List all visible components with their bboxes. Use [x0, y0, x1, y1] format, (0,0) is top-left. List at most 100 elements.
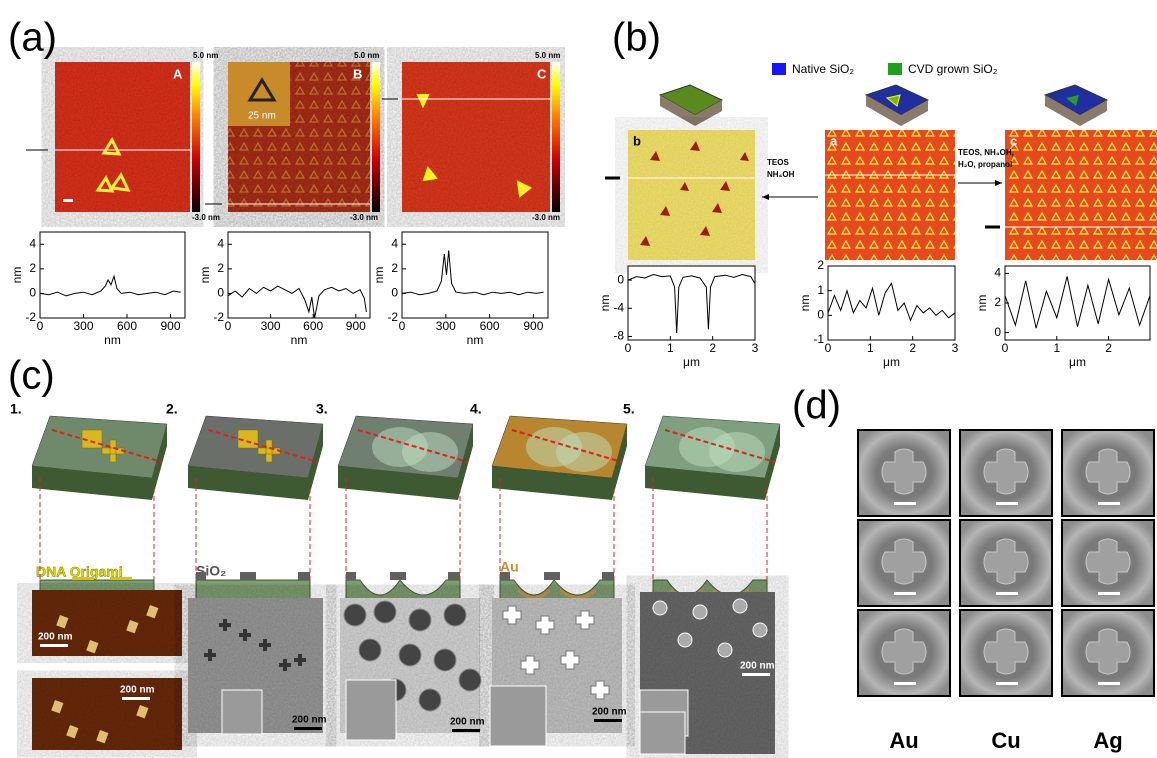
pit — [692, 604, 708, 620]
y-axis-label: nm — [975, 295, 989, 312]
pit — [752, 622, 768, 638]
x-tick-label: 0 — [625, 341, 632, 355]
scale-bar — [742, 673, 770, 676]
inset-triangle — [247, 77, 277, 102]
y-tick-label: 0 — [217, 286, 224, 300]
afm-texture — [628, 130, 755, 260]
y-tick-label: 4 — [994, 266, 1001, 280]
substrate-side — [492, 424, 627, 500]
image-letter: B — [353, 66, 362, 81]
x-axis-label: nm — [291, 333, 308, 347]
sem-particle — [983, 628, 1029, 675]
panel-c: (c) DNA Origami Si SiO₂ Si Au 1.2.3.4.5.… — [8, 354, 781, 755]
y-tick-label: 2 — [391, 261, 398, 275]
step-label: 2. — [166, 401, 178, 417]
sem-particle — [1085, 538, 1131, 585]
pit — [732, 598, 748, 614]
arrow-head — [995, 180, 1002, 186]
y-tick-label: 0 — [391, 286, 398, 300]
cross-pit — [520, 655, 540, 675]
colorbar — [372, 62, 380, 212]
image-letter: b — [633, 133, 641, 148]
colorbar — [192, 62, 200, 212]
x-axis-label: nm — [467, 333, 484, 347]
scale-bar — [40, 644, 68, 647]
x-axis-label: μm — [683, 355, 700, 369]
pit — [408, 608, 432, 632]
step-label: 5. — [623, 401, 635, 417]
profile-line — [39, 274, 181, 297]
cross-pit — [560, 650, 580, 670]
y-tick-label: 2 — [29, 261, 36, 275]
pit — [373, 600, 397, 624]
cross-particle — [279, 659, 291, 671]
scale-bar — [996, 682, 1018, 685]
column-label: Cu — [991, 728, 1020, 753]
x-axis-label: μm — [883, 355, 900, 369]
pit — [652, 600, 668, 616]
origami-particle — [146, 605, 159, 619]
cut-line — [511, 429, 623, 463]
cross-pit — [502, 605, 522, 625]
substrate-side — [645, 424, 780, 500]
etch-pit — [556, 432, 612, 472]
y-axis-label: nm — [372, 267, 386, 284]
scale-bar — [1098, 592, 1120, 595]
scale-bar — [122, 697, 150, 700]
cross-pit — [575, 610, 595, 630]
oxide-section — [500, 572, 614, 580]
sem-particle — [881, 538, 927, 585]
y-tick-label: 2 — [217, 261, 224, 275]
afm-texture — [55, 62, 190, 212]
image-letter: c — [1010, 133, 1017, 148]
x-tick-label: 1 — [867, 341, 874, 355]
colorbar-max: 5.0 nm — [535, 51, 560, 60]
y-tick-label: -2 — [25, 310, 36, 324]
pit — [677, 632, 693, 648]
scale-bar — [294, 727, 322, 730]
x-tick-label: 2 — [1105, 341, 1112, 355]
colorbar-max: 5.0 nm — [354, 51, 379, 60]
inset-image — [489, 685, 547, 747]
x-tick-label: 0 — [1002, 341, 1009, 355]
origami-particle — [126, 620, 139, 634]
pit — [458, 668, 482, 692]
schematic — [1045, 95, 1107, 126]
sem-particle — [983, 538, 1029, 585]
scale-label: 200 nm — [120, 685, 155, 696]
origami-particle — [56, 614, 69, 629]
pit — [433, 648, 457, 672]
schematic — [660, 95, 722, 126]
column-label: Ag — [1093, 728, 1122, 753]
x-tick-label: 0 — [825, 341, 832, 355]
cross-pit — [590, 680, 610, 700]
pit — [343, 603, 367, 627]
afm-triangles — [1005, 130, 1157, 260]
y-tick-label: 0 — [817, 308, 824, 322]
x-tick-label: 900 — [160, 319, 180, 333]
step-label: 3. — [316, 401, 328, 417]
x-tick-label: 300 — [73, 319, 93, 333]
panel-label: (b) — [612, 16, 661, 60]
x-tick-label: 0 — [399, 319, 406, 333]
inset-label: 25 nm — [248, 111, 276, 122]
colorbar-max: 5.0 nm — [193, 51, 218, 60]
layer-label: Au — [500, 559, 519, 575]
pit — [717, 642, 733, 658]
legend-label: CVD grown SiO₂ — [908, 62, 998, 76]
scale-label: 200 nm — [740, 661, 775, 672]
scale-label: 200 nm — [450, 717, 485, 728]
profile-line — [227, 285, 367, 319]
legend-label: Native SiO₂ — [792, 62, 854, 76]
plot-frame — [39, 231, 186, 319]
x-axis-label: nm — [104, 333, 121, 347]
inset-image — [639, 711, 686, 755]
schematic — [866, 95, 928, 126]
y-tick-label: 0 — [617, 272, 624, 286]
scale-label: 200 nm — [38, 632, 73, 643]
oxide-section — [196, 572, 310, 580]
panel-label: (a) — [8, 16, 57, 60]
colorbar-min: -3.0 nm — [350, 213, 378, 222]
